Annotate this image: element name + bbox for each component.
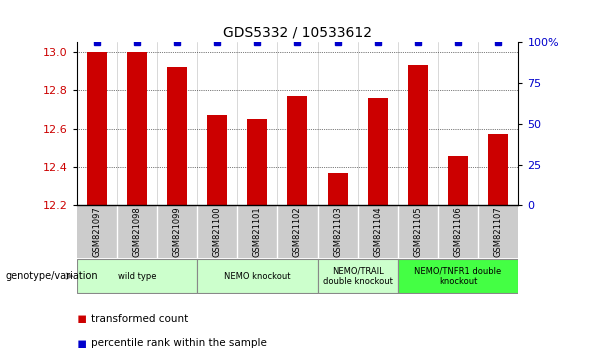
Text: GSM821105: GSM821105: [413, 206, 422, 257]
Bar: [167, 67, 187, 205]
Text: wild type: wild type: [118, 272, 156, 281]
FancyBboxPatch shape: [317, 259, 398, 293]
Text: NEMO knockout: NEMO knockout: [224, 272, 290, 281]
Bar: [448, 155, 468, 205]
Text: ▪: ▪: [77, 336, 87, 351]
Bar: [368, 98, 388, 205]
Text: ▪: ▪: [77, 311, 87, 326]
Bar: [127, 52, 147, 205]
Bar: [327, 173, 348, 205]
Bar: [408, 65, 428, 205]
Text: GSM821099: GSM821099: [173, 206, 181, 257]
Text: GSM821107: GSM821107: [494, 206, 503, 257]
Bar: [247, 119, 267, 205]
Bar: [87, 52, 107, 205]
Text: NEMO/TNFR1 double
knockout: NEMO/TNFR1 double knockout: [415, 267, 502, 286]
Text: genotype/variation: genotype/variation: [6, 271, 98, 281]
Bar: [287, 96, 307, 205]
Text: GSM821104: GSM821104: [373, 206, 382, 257]
Text: GSM821101: GSM821101: [253, 206, 262, 257]
Bar: [488, 135, 508, 205]
Text: GSM821102: GSM821102: [293, 206, 302, 257]
Text: GSM821100: GSM821100: [213, 206, 221, 257]
Text: percentile rank within the sample: percentile rank within the sample: [91, 338, 267, 348]
Text: transformed count: transformed count: [91, 314, 188, 324]
Text: GSM821097: GSM821097: [92, 206, 101, 257]
FancyBboxPatch shape: [398, 259, 518, 293]
Bar: [207, 115, 227, 205]
Title: GDS5332 / 10533612: GDS5332 / 10533612: [223, 26, 372, 40]
Text: GSM821103: GSM821103: [333, 206, 342, 257]
Text: GSM821106: GSM821106: [454, 206, 462, 257]
Text: NEMO/TRAIL
double knockout: NEMO/TRAIL double knockout: [323, 267, 393, 286]
Text: GSM821098: GSM821098: [133, 206, 141, 257]
FancyBboxPatch shape: [197, 259, 317, 293]
FancyBboxPatch shape: [77, 259, 197, 293]
